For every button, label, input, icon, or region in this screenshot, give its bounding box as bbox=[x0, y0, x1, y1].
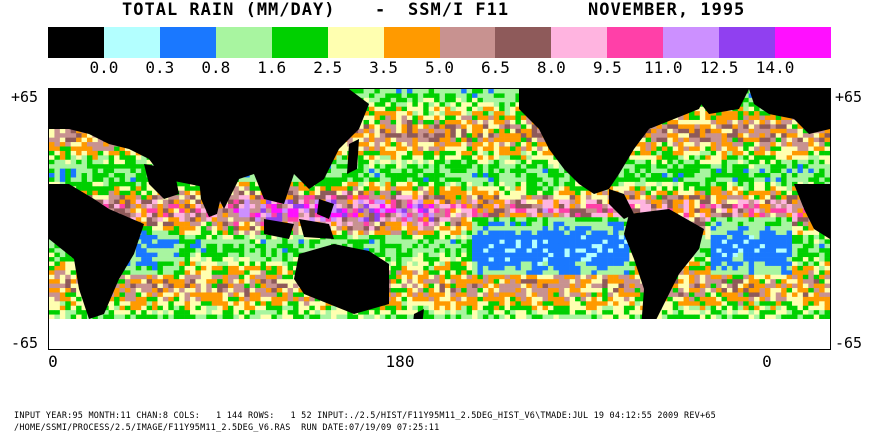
legend-threshold-label: 1.6 bbox=[257, 58, 287, 77]
legend-swatch bbox=[271, 27, 329, 58]
legend-swatch bbox=[327, 27, 385, 58]
footer-line-2: /HOME/SSMI/PROCESS/2.5/IMAGE/F11Y95M11_2… bbox=[14, 423, 440, 433]
legend-swatch bbox=[551, 27, 608, 58]
title-separator: - bbox=[375, 0, 387, 20]
lat-label-bottom-left: -65 bbox=[11, 334, 39, 352]
legend-swatch bbox=[103, 27, 161, 58]
legend-swatch bbox=[607, 27, 664, 58]
legend-threshold-label: 0.3 bbox=[145, 58, 175, 77]
legend-swatch bbox=[719, 27, 776, 58]
legend-swatch bbox=[383, 27, 440, 58]
legend-threshold-label: 11.0 bbox=[643, 58, 683, 77]
legend-threshold-label: 8.0 bbox=[536, 58, 566, 77]
legend-threshold-label: 14.0 bbox=[755, 58, 795, 77]
footer-line-1: INPUT YEAR:95 MONTH:11 CHAN:8 COLS: 1 14… bbox=[14, 411, 716, 421]
legend-tick-labels: 0.0 0.3 0.8 1.6 2.5 3.5 5.0 6.5 8.0 9.5 11.0 12.5 14… bbox=[0, 58, 880, 78]
rain-map-svg bbox=[49, 89, 830, 349]
lon-label-right: 0 bbox=[762, 352, 772, 371]
title-product: TOTAL RAIN (MM/DAY) bbox=[122, 0, 336, 20]
legend-threshold-label: 0.8 bbox=[201, 58, 231, 77]
legend-swatch bbox=[495, 27, 552, 58]
title-sensor: SSM/I F11 bbox=[408, 0, 510, 20]
legend-threshold-label: 3.5 bbox=[369, 58, 399, 77]
rain-map bbox=[48, 88, 831, 350]
legend-swatch bbox=[663, 27, 720, 58]
color-legend bbox=[48, 27, 832, 58]
no-data-band bbox=[49, 319, 830, 349]
legend-threshold-label: 6.5 bbox=[480, 58, 510, 77]
legend-swatch bbox=[215, 27, 273, 58]
legend-swatch bbox=[439, 27, 496, 58]
legend-swatch bbox=[48, 27, 105, 58]
legend-threshold-label: 12.5 bbox=[699, 58, 739, 77]
lat-label-bottom-right: -65 bbox=[835, 334, 863, 352]
lat-label-top-right: +65 bbox=[835, 88, 863, 106]
legend-threshold-label: 5.0 bbox=[425, 58, 454, 77]
title-period: NOVEMBER, 1995 bbox=[588, 0, 746, 20]
legend-threshold-label: 0.0 bbox=[89, 58, 119, 77]
land-masses bbox=[49, 89, 830, 339]
legend-threshold-label: 2.5 bbox=[313, 58, 343, 77]
map-title: TOTAL RAIN (MM/DAY) - SSM/I F11 NOVEMBER… bbox=[0, 0, 880, 22]
legend-swatch bbox=[775, 27, 832, 58]
legend-threshold-label: 9.5 bbox=[592, 58, 622, 77]
legend-swatch bbox=[159, 27, 217, 58]
lat-label-top-left: +65 bbox=[11, 88, 39, 106]
lon-label-left: 0 bbox=[48, 352, 58, 371]
lon-label-center: 180 bbox=[385, 352, 415, 371]
